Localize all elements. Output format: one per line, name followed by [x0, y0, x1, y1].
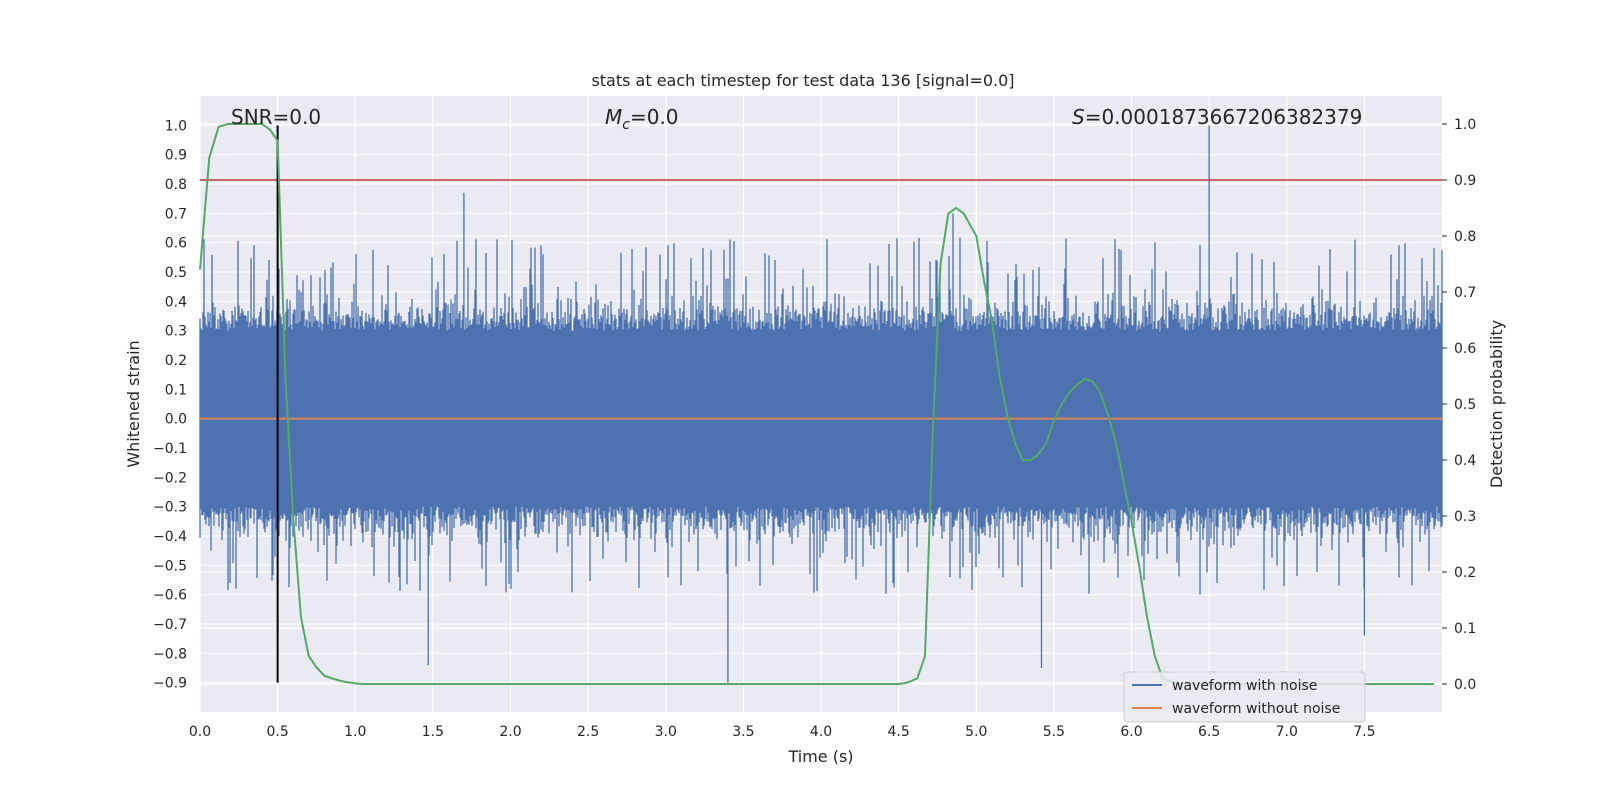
x-tick-label: 0.0 — [189, 724, 211, 740]
right-y-axis-label: Detection probability — [1487, 320, 1506, 488]
y-left-tick-label: 0.3 — [165, 324, 187, 340]
y-left-tick-label: 0.5 — [165, 265, 187, 281]
legend: waveform with noise waveform without noi… — [1123, 671, 1366, 723]
y-right-tick-label: 0.4 — [1454, 453, 1476, 469]
x-axis-ticks: 0.0 0.5 1.0 1.5 2.0 2.5 3.0 3.5 4.0 4.5 5.0 5.5 6.0 6… — [189, 724, 1376, 740]
x-tick-label: 0.5 — [266, 724, 288, 740]
y-right-tick-label: 0.1 — [1454, 621, 1476, 637]
x-tick-label: 2.0 — [499, 724, 521, 740]
legend-label-clean: waveform without noise — [1172, 701, 1340, 717]
x-tick-label: 3.5 — [732, 724, 754, 740]
x-tick-label: 3.0 — [655, 724, 677, 740]
legend-label-noisy: waveform with noise — [1172, 678, 1317, 694]
y-left-tick-label: −0.9 — [153, 676, 187, 692]
y-left-tick-label: −0.2 — [153, 470, 187, 486]
left-y-axis-label: Whitened strain — [124, 340, 143, 467]
y-right-tick-label: 0.8 — [1454, 229, 1476, 245]
detection-probability-line — [199, 123, 1435, 685]
y-left-tick-label: −0.1 — [153, 441, 187, 457]
y-left-tick-label: −0.3 — [153, 500, 187, 516]
x-axis-label: Time (s) — [787, 747, 853, 766]
x-tick-label: 2.5 — [577, 724, 599, 740]
y-right-tick-label: 0.0 — [1454, 677, 1476, 693]
mc-symbol: M — [605, 105, 622, 129]
snr-annotation: SNR=0.0 — [231, 105, 321, 129]
legend-box — [1123, 671, 1366, 723]
s-value: =0.0001873667206382379 — [1085, 105, 1363, 129]
y-left-tick-label: 0.7 — [165, 206, 187, 222]
y-left-tick-label: −0.4 — [153, 529, 187, 545]
x-tick-label: 7.0 — [1276, 724, 1298, 740]
x-tick-label: 4.0 — [810, 724, 832, 740]
y-left-tick-label: −0.6 — [153, 588, 187, 604]
x-tick-label: 7.5 — [1353, 724, 1375, 740]
y-right-tick-label: 0.2 — [1454, 565, 1476, 581]
y-left-tick-label: 0.8 — [165, 177, 187, 193]
mc-value: =0.0 — [630, 105, 679, 129]
y-left-tick-label: 0.0 — [165, 412, 187, 428]
y-right-tick-label: 0.6 — [1454, 341, 1476, 357]
y-right-tick-label: 0.9 — [1454, 173, 1476, 189]
y-left-tick-label: 0.6 — [165, 236, 187, 252]
x-tick-label: 1.5 — [422, 724, 444, 740]
x-tick-label: 5.0 — [965, 724, 987, 740]
chart-title: stats at each timestep for test data 136… — [591, 71, 1014, 90]
score-annotation: S=0.0001873667206382379 — [1072, 105, 1362, 129]
y-left-tick-label: 0.1 — [165, 382, 187, 398]
y-left-tick-label: −0.8 — [153, 646, 187, 662]
y-left-tick-label: −0.5 — [153, 558, 187, 574]
x-tick-label: 6.0 — [1120, 724, 1142, 740]
chirp-mass-annotation: Mc=0.0 — [605, 105, 679, 133]
y-left-tick-label: −0.7 — [153, 617, 187, 633]
y-right-tick-label: 0.7 — [1454, 285, 1476, 301]
y-left-tick-label: 0.2 — [165, 353, 187, 369]
y-left-tick-label: 0.4 — [165, 294, 187, 310]
y-left-tick-label: 1.0 — [165, 118, 187, 134]
right-y-axis-ticks: 1.0 0.9 0.8 0.7 0.6 0.5 0.4 0.3 0.2 0.1 0.0 — [1442, 117, 1476, 693]
y-right-tick-label: 0.3 — [1454, 509, 1476, 525]
mc-subscript: c — [622, 117, 630, 133]
x-tick-label: 5.5 — [1043, 724, 1065, 740]
x-tick-label: 6.5 — [1198, 724, 1220, 740]
y-right-tick-label: 0.5 — [1454, 397, 1476, 413]
s-symbol: S — [1072, 105, 1085, 129]
left-y-axis-ticks: 1.0 0.9 0.8 0.7 0.6 0.5 0.4 0.3 0.2 0.1 0.0 −0.1 −0.… — [153, 118, 187, 691]
y-left-tick-label: 0.9 — [165, 148, 187, 164]
x-tick-label: 1.0 — [344, 724, 366, 740]
x-tick-label: 4.5 — [887, 724, 909, 740]
y-right-tick-label: 1.0 — [1454, 117, 1476, 133]
